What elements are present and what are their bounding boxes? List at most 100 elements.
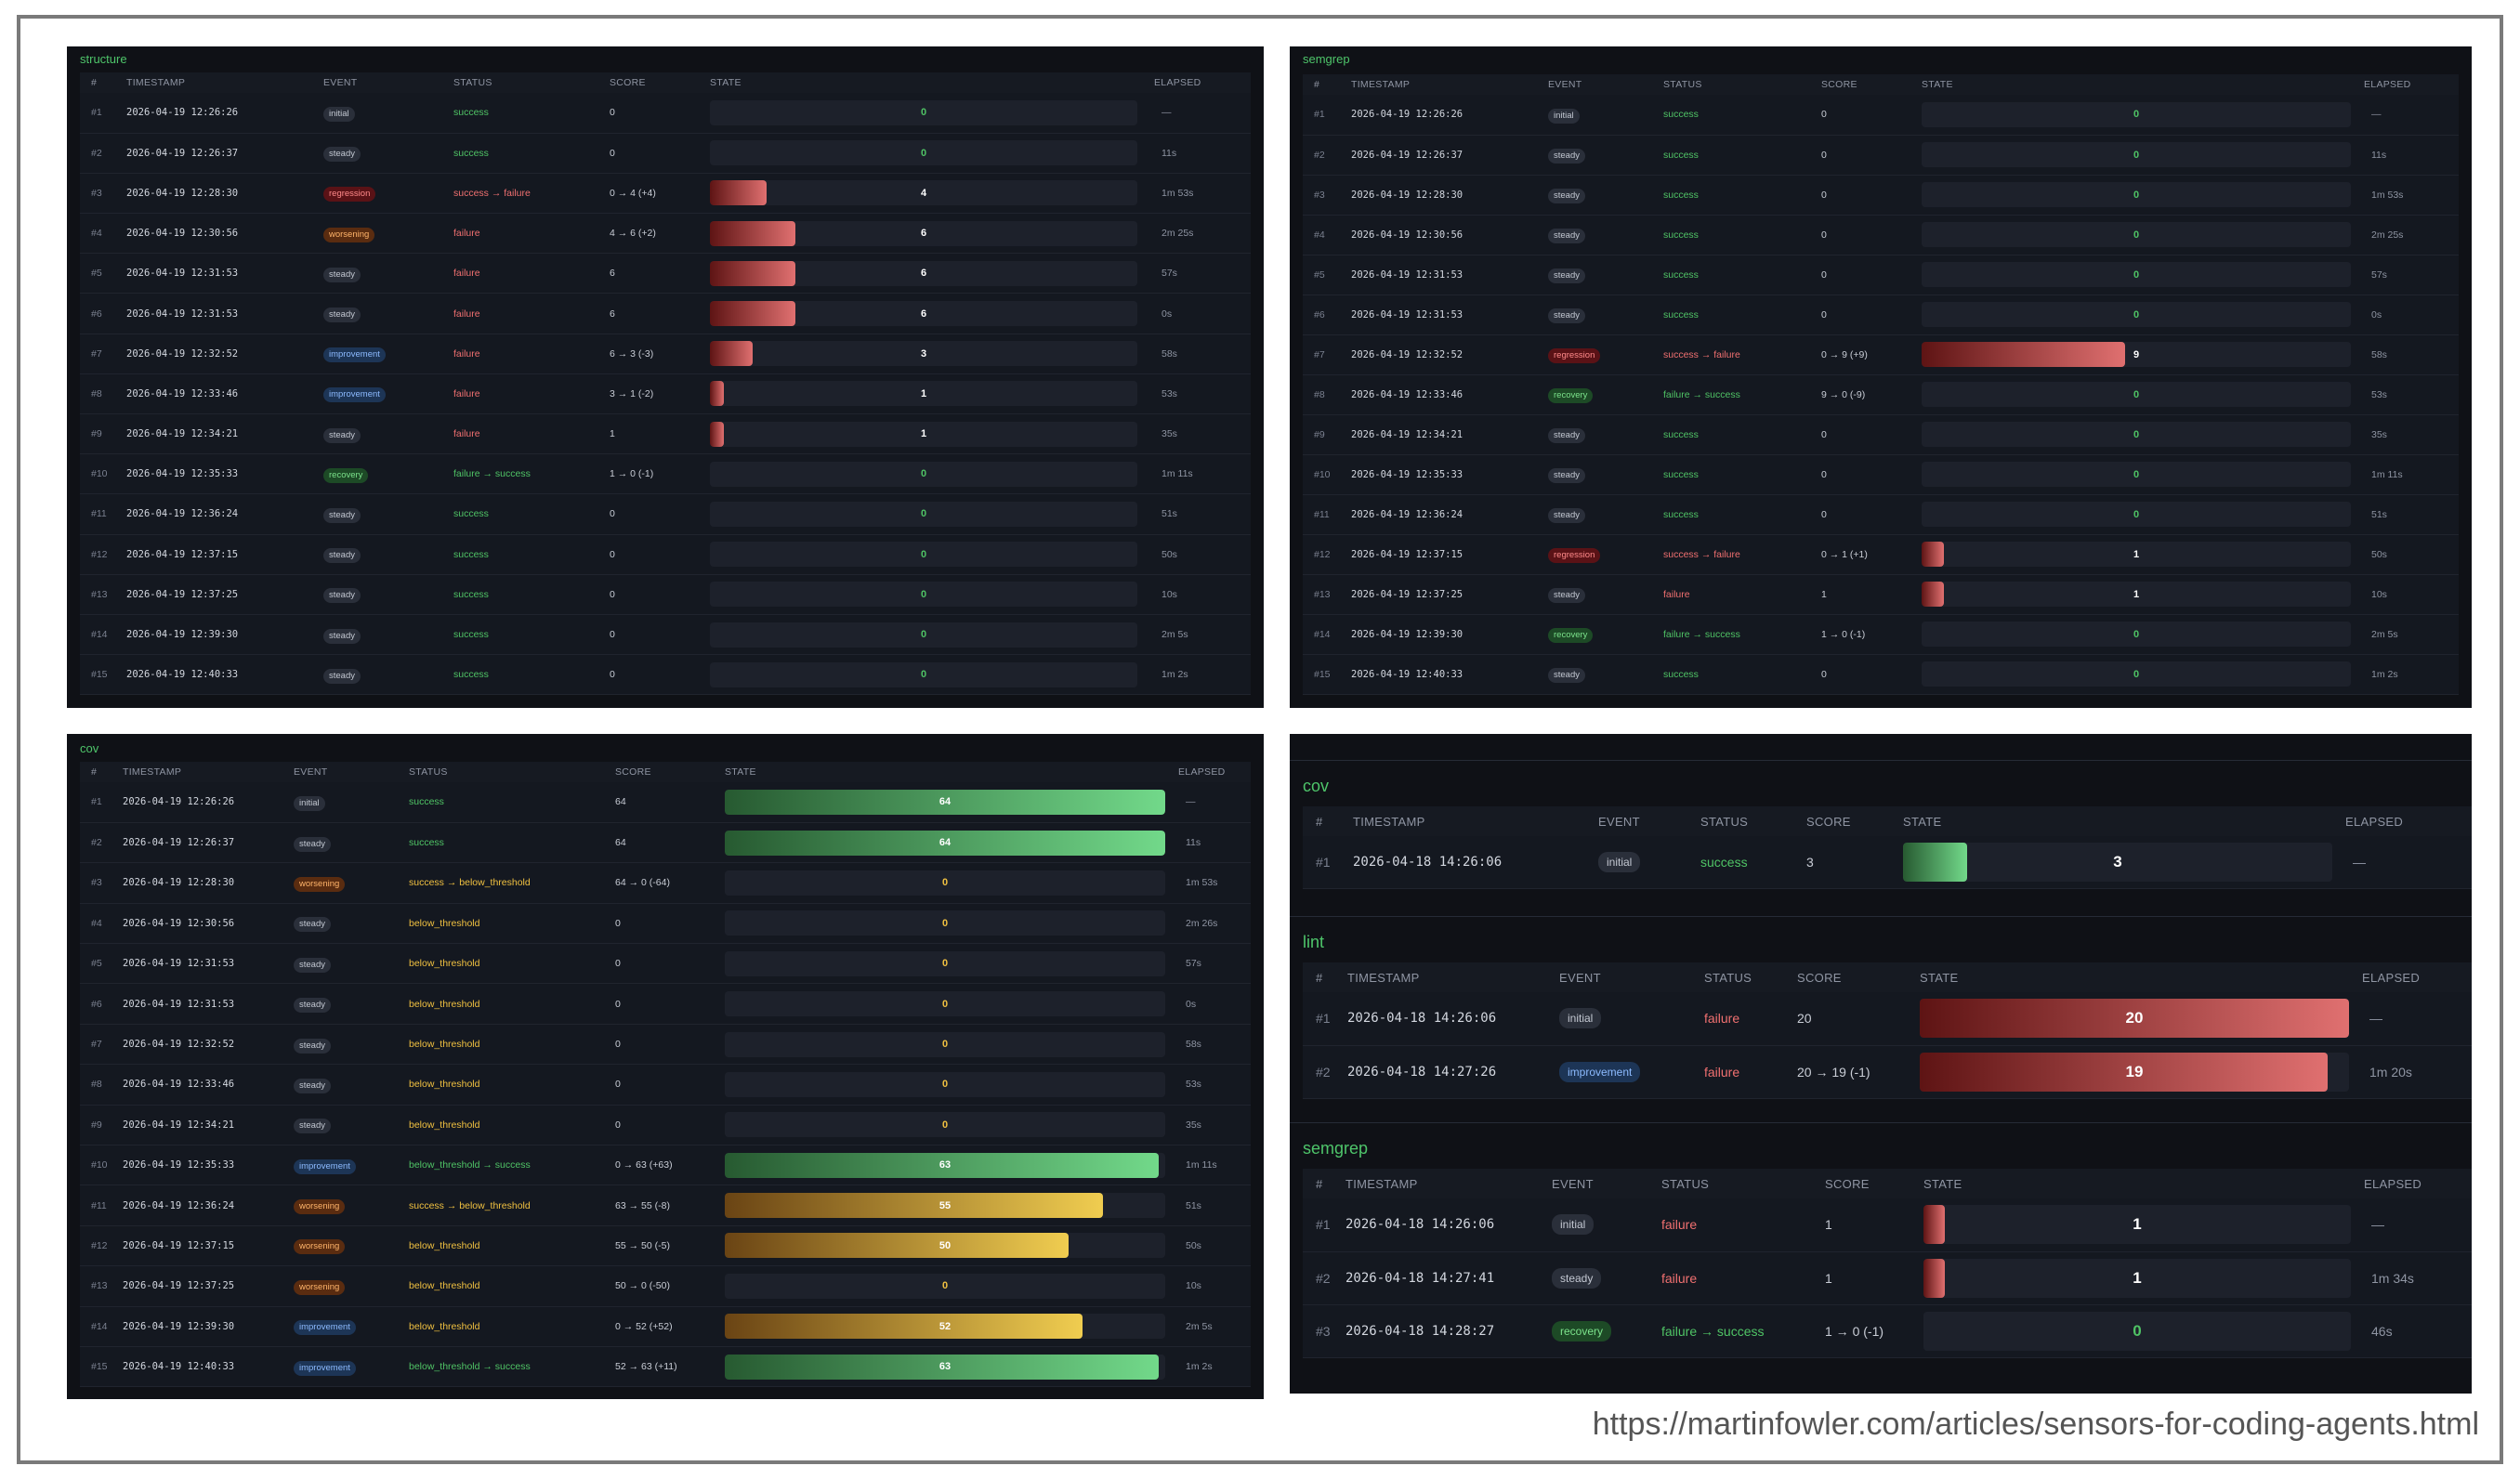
structure-col-num[interactable]: # <box>80 72 126 93</box>
structure-row[interactable]: #9 2026-04-19 12:34:21 steady failure 1 1 35s <box>80 413 1251 455</box>
structure-row[interactable]: #11 2026-04-19 12:36:24 steady success 0 0 51s <box>80 493 1251 535</box>
semgrep2-row[interactable]: #1 2026-04-18 14:26:06 initial failure 1 1— <box>1303 1198 2472 1252</box>
structure-col-score[interactable]: SCORE <box>610 72 710 93</box>
cov2-col-score[interactable]: SCORE <box>1806 806 1903 836</box>
structure-row[interactable]: #15 2026-04-19 12:40:33 steady success 0 0 1m … <box>80 654 1251 696</box>
cov-row[interactable]: #13 2026-04-19 12:37:25 worsening below_thr… <box>80 1265 1251 1307</box>
lint-row[interactable]: #2 2026-04-18 14:27:26 improvement failure 2… <box>1303 1045 2472 1099</box>
semgrep2-col-event[interactable]: EVENT <box>1552 1169 1661 1198</box>
structure-col-state[interactable]: STATE <box>710 72 1154 93</box>
structure-col-timestamp[interactable]: TIMESTAMP <box>126 72 323 93</box>
semgrep-col-num[interactable]: # <box>1303 74 1351 95</box>
cov-col-elapsed[interactable]: ELAPSED <box>1178 762 1251 782</box>
semgrep-col-timestamp[interactable]: TIMESTAMP <box>1351 74 1548 95</box>
cov-col-timestamp[interactable]: TIMESTAMP <box>123 762 294 782</box>
semgrep2-col-status[interactable]: STATUS <box>1661 1169 1825 1198</box>
semgrep-row[interactable]: #15 2026-04-19 12:40:33 steady success 0 0 1m … <box>1303 654 2459 695</box>
semgrep-row[interactable]: #10 2026-04-19 12:35:33 steady success 0 0 1m … <box>1303 454 2459 495</box>
semgrep-col-event[interactable]: EVENT <box>1548 74 1663 95</box>
semgrep2-col-elapsed[interactable]: ELAPSED <box>2364 1169 2472 1198</box>
structure-row[interactable]: #3 2026-04-19 12:28:30 regression success →… <box>80 173 1251 215</box>
structure-row[interactable]: #7 2026-04-19 12:32:52 improvement failure 6… <box>80 334 1251 374</box>
semgrep-row[interactable]: #7 2026-04-19 12:32:52 regression success →… <box>1303 334 2459 375</box>
semgrep2-col-state[interactable]: STATE <box>1923 1169 2364 1198</box>
cov2-row[interactable]: #1 2026-04-18 14:26:06 initial success 3 3— <box>1303 836 2472 889</box>
cov-row[interactable]: #2 2026-04-19 12:26:37 steady success 64 64 11… <box>80 822 1251 864</box>
lint-col-timestamp[interactable]: TIMESTAMP <box>1347 962 1559 992</box>
lint-col-status[interactable]: STATUS <box>1704 962 1797 992</box>
cov-row-number: #4 <box>80 903 123 945</box>
structure-col-elapsed[interactable]: ELAPSED <box>1154 72 1251 93</box>
cov2-col-status[interactable]: STATUS <box>1700 806 1806 836</box>
semgrep2-col-score[interactable]: SCORE <box>1825 1169 1923 1198</box>
structure-row[interactable]: #5 2026-04-19 12:31:53 steady failure 6 6 57s <box>80 253 1251 294</box>
lint-col-num[interactable]: # <box>1303 962 1347 992</box>
cov-row[interactable]: #3 2026-04-19 12:28:30 worsening success → … <box>80 862 1251 904</box>
cov-row[interactable]: #10 2026-04-19 12:35:33 improvement below_t… <box>80 1145 1251 1186</box>
lint-col-state[interactable]: STATE <box>1920 962 2362 992</box>
cov2-col-elapsed[interactable]: ELAPSED <box>2345 806 2472 836</box>
semgrep2-col-num[interactable]: # <box>1303 1169 1345 1198</box>
cov-col-score[interactable]: SCORE <box>615 762 725 782</box>
cov-row[interactable]: #6 2026-04-19 12:31:53 steady below_thresho… <box>80 983 1251 1025</box>
cov2-col-timestamp[interactable]: TIMESTAMP <box>1353 806 1598 836</box>
structure-row[interactable]: #10 2026-04-19 12:35:33 recovery failure → … <box>80 453 1251 495</box>
lint-row[interactable]: #1 2026-04-18 14:26:06 initial failure 20 20— <box>1303 992 2472 1046</box>
semgrep2-col-timestamp[interactable]: TIMESTAMP <box>1345 1169 1552 1198</box>
cov-row[interactable]: #15 2026-04-19 12:40:33 improvement below_t… <box>80 1346 1251 1388</box>
state-value: 0 <box>920 669 927 681</box>
semgrep-row-event: steady <box>1548 414 1663 455</box>
cov-col-state[interactable]: STATE <box>725 762 1178 782</box>
cov-col-event[interactable]: EVENT <box>294 762 409 782</box>
structure-row[interactable]: #2 2026-04-19 12:26:37 steady success 0 0 11s <box>80 133 1251 174</box>
structure-row[interactable]: #1 2026-04-19 12:26:26 initial success 0 0— <box>80 93 1251 134</box>
structure-row[interactable]: #6 2026-04-19 12:31:53 steady failure 6 6 0s <box>80 293 1251 334</box>
semgrep-row[interactable]: #13 2026-04-19 12:37:25 steady failure 1 1 10s <box>1303 574 2459 615</box>
cov-row[interactable]: #5 2026-04-19 12:31:53 steady below_thresho… <box>80 943 1251 985</box>
cov-row[interactable]: #8 2026-04-19 12:33:46 steady below_thresho… <box>80 1064 1251 1106</box>
cov-row[interactable]: #4 2026-04-19 12:30:56 steady below_thresho… <box>80 903 1251 945</box>
cov-row[interactable]: #1 2026-04-19 12:26:26 initial success 64 64— <box>80 782 1251 823</box>
cov2-col-state[interactable]: STATE <box>1903 806 2345 836</box>
structure-col-event[interactable]: EVENT <box>323 72 453 93</box>
lint-col-event[interactable]: EVENT <box>1559 962 1704 992</box>
semgrep2-row[interactable]: #2 2026-04-18 14:27:41 steady failure 1 1 1m 3… <box>1303 1251 2472 1305</box>
cov-row[interactable]: #14 2026-04-19 12:39:30 improvement below_t… <box>80 1306 1251 1347</box>
cov-col-num[interactable]: # <box>80 762 123 782</box>
cov2-col-event[interactable]: EVENT <box>1598 806 1700 836</box>
state-bar-track: 0 <box>1922 462 2351 487</box>
semgrep-row[interactable]: #12 2026-04-19 12:37:15 regression success … <box>1303 534 2459 575</box>
semgrep-row[interactable]: #3 2026-04-19 12:28:30 steady success 0 0 1m 5… <box>1303 175 2459 216</box>
cov-row[interactable]: #11 2026-04-19 12:36:24 worsening success →… <box>80 1185 1251 1226</box>
structure-row[interactable]: #12 2026-04-19 12:37:15 steady success 0 0 50s <box>80 534 1251 575</box>
semgrep-row[interactable]: #5 2026-04-19 12:31:53 steady success 0 0 57s <box>1303 255 2459 295</box>
cov-row[interactable]: #9 2026-04-19 12:34:21 steady below_thresho… <box>80 1105 1251 1146</box>
cov-col-status[interactable]: STATUS <box>409 762 615 782</box>
semgrep-col-score[interactable]: SCORE <box>1821 74 1922 95</box>
semgrep-row[interactable]: #6 2026-04-19 12:31:53 steady success 0 0 0s <box>1303 294 2459 335</box>
semgrep-row-number: #2 <box>1303 135 1351 176</box>
structure-row[interactable]: #13 2026-04-19 12:37:25 steady success 0 0 10s <box>80 574 1251 615</box>
semgrep-col-status[interactable]: STATUS <box>1663 74 1821 95</box>
semgrep-row[interactable]: #9 2026-04-19 12:34:21 steady success 0 0 35s <box>1303 414 2459 455</box>
semgrep-row[interactable]: #14 2026-04-19 12:39:30 recovery failure → … <box>1303 614 2459 655</box>
lint-col-score[interactable]: SCORE <box>1797 962 1920 992</box>
semgrep-row[interactable]: #1 2026-04-19 12:26:26 initial success 0 0— <box>1303 95 2459 136</box>
semgrep-col-elapsed[interactable]: ELAPSED <box>2364 74 2459 95</box>
lint-col-elapsed[interactable]: ELAPSED <box>2362 962 2472 992</box>
structure-row[interactable]: #8 2026-04-19 12:33:46 improvement failure 3… <box>80 373 1251 415</box>
event-badge: improvement <box>323 347 386 363</box>
semgrep-col-state[interactable]: STATE <box>1922 74 2364 95</box>
structure-row[interactable]: #4 2026-04-19 12:30:56 worsening failure 4 →… <box>80 213 1251 255</box>
cov-row[interactable]: #12 2026-04-19 12:37:15 worsening below_thr… <box>80 1225 1251 1267</box>
semgrep-row[interactable]: #8 2026-04-19 12:33:46 recovery failure → s… <box>1303 374 2459 415</box>
semgrep2-row[interactable]: #3 2026-04-18 14:28:27 recovery failure → s… <box>1303 1304 2472 1358</box>
semgrep-row[interactable]: #11 2026-04-19 12:36:24 steady success 0 0 51s <box>1303 494 2459 535</box>
structure-row[interactable]: #14 2026-04-19 12:39:30 steady success 0 0 2m … <box>80 614 1251 656</box>
semgrep-row[interactable]: #4 2026-04-19 12:30:56 steady success 0 0 2m 2… <box>1303 215 2459 255</box>
structure-col-status[interactable]: STATUS <box>453 72 610 93</box>
semgrep-row[interactable]: #2 2026-04-19 12:26:37 steady success 0 0 11s <box>1303 135 2459 176</box>
source-url[interactable]: https://martinfowler.com/articles/sensor… <box>1592 1407 2479 1442</box>
cov2-col-num[interactable]: # <box>1303 806 1353 836</box>
cov-row[interactable]: #7 2026-04-19 12:32:52 steady below_thresho… <box>80 1024 1251 1066</box>
